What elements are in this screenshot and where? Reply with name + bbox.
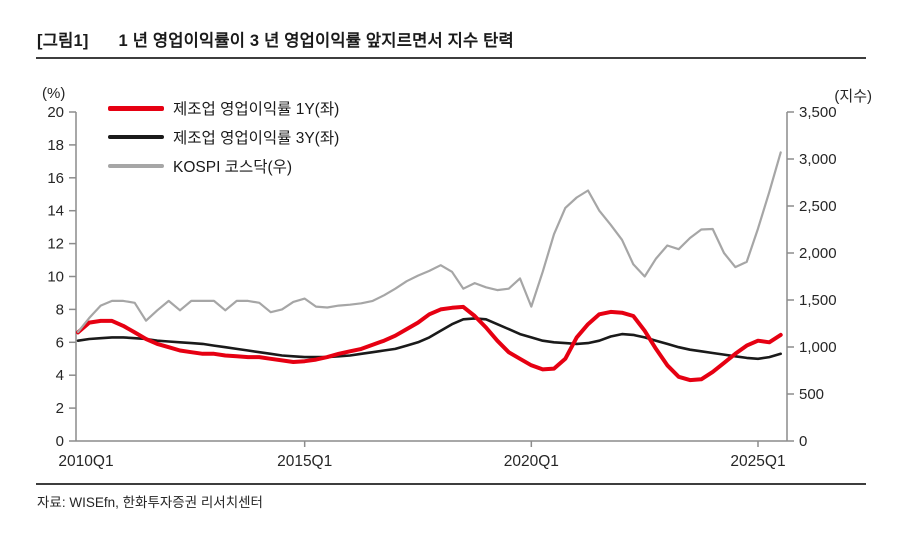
left-axis-tick-label: 20 [47,104,64,121]
x-axis-tick-label: 2010Q1 [58,453,113,470]
left-axis-unit-label: (%) [42,85,66,102]
right-axis-tick-label: 1,000 [799,339,837,356]
left-axis-tick-label: 4 [56,367,64,384]
series-line-1y [76,304,783,383]
figure-title: 1 년 영업이익률이 3 년 영업이익률 앞지르면서 지수 탄력 [118,32,514,50]
right-axis-tick-label: 0 [799,433,807,450]
right-axis-tick-label: 500 [799,386,824,403]
legend-item-3y: 제조업 영업이익률 3Y(좌) [108,127,339,147]
legend-label-3y: 제조업 영업이익률 3Y(좌) [173,130,340,147]
figure-header: [그림1] 1 년 영업이익률이 3 년 영업이익률 앞지르면서 지수 탄력 [37,27,866,51]
legend-line-swatch-1y [108,105,164,111]
legend-label-1y: 제조업 영업이익률 1Y(좌) [173,101,340,118]
right-axis-tick-label: 1,500 [799,292,837,309]
right-axis-tick-label: 3,000 [799,151,837,168]
x-axis-tick-label: 2015Q1 [277,453,332,470]
x-axis-tick-label: 2020Q1 [504,453,559,470]
title-divider [36,57,866,59]
left-axis-tick-label: 10 [47,269,64,286]
right-axis-tick-label: 2,000 [799,245,837,262]
right-axis-tick-label: 3,500 [799,104,837,121]
left-axis-tick-label: 8 [56,301,64,318]
left-axis-tick-label: 16 [47,170,64,187]
source-note: 자료: WISEfn, 한화투자증권 리서치센터 [37,495,263,510]
left-axis-tick-label: 14 [47,203,64,220]
figure-tag: [그림1] [37,32,89,50]
legend-label-kospi: KOSPI 코스닥(우) [173,159,293,176]
legend-line-swatch-3y [108,135,164,139]
x-axis-tick-label: 2025Q1 [730,453,785,470]
left-axis-tick-label: 0 [56,433,64,450]
legend-line-swatch-kospi [108,164,164,168]
chart-legend: 제조업 영업이익률 1Y(좌) 제조업 영업이익률 3Y(좌) KOSPI 코스… [108,98,339,176]
legend-item-kospi: KOSPI 코스닥(우) [108,156,339,176]
right-axis-unit-label: (지수) [834,88,872,105]
left-axis-tick-label: 12 [47,236,64,253]
left-axis-tick-label: 18 [47,137,64,154]
series-line-kospi [76,151,782,334]
series-line-3y [76,317,783,361]
left-axis-tick-label: 2 [56,400,64,417]
right-axis-tick-label: 2,500 [799,198,837,215]
legend-item-1y: 제조업 영업이익률 1Y(좌) [108,98,339,118]
footer-divider [36,483,866,485]
left-axis-tick-label: 6 [56,334,64,351]
